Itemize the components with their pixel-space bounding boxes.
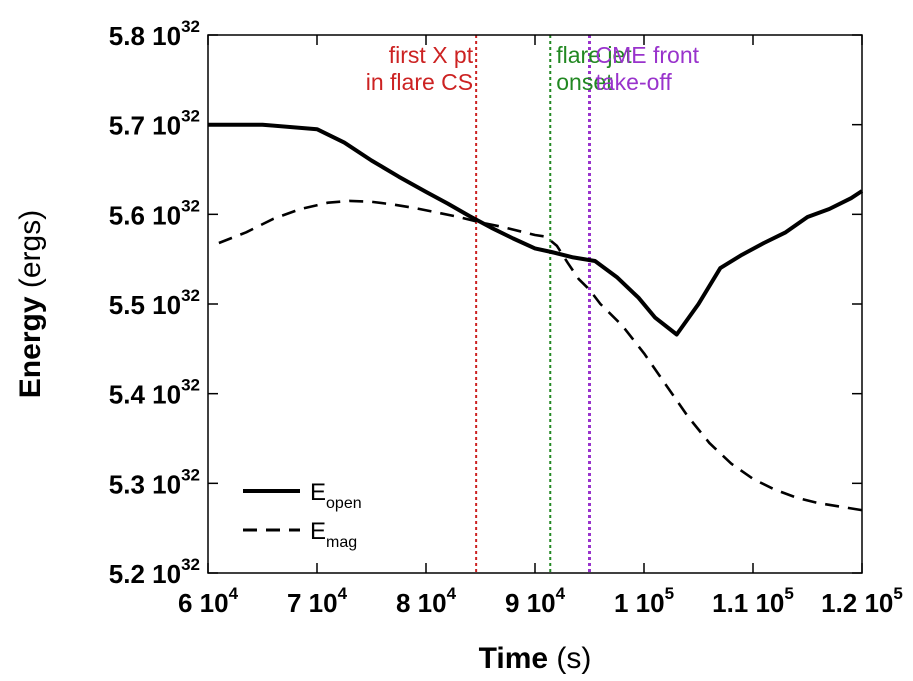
x-tick-label-exp-1: 4 <box>338 584 348 603</box>
y-tick-label-exp-6: 32 <box>181 17 200 36</box>
plot-frame <box>207 34 863 574</box>
legend-label-emag-sub: mag <box>326 534 357 551</box>
marker-annotation-3-line-1: CME front <box>596 42 700 68</box>
x-tick-label-base-4: 1 10 <box>614 588 665 618</box>
legend-label-eopen: Eopen <box>310 479 362 512</box>
y-tick-label-5: 5.7 1032 <box>109 107 200 141</box>
x-tick-label-exp-6: 5 <box>893 584 902 603</box>
y-tick-label-exp-1: 32 <box>181 465 200 484</box>
marker-annotation-2-line-1: flare jet <box>556 42 632 68</box>
series-line-mag <box>218 199 863 512</box>
y-tick-label-exp-2: 32 <box>181 376 200 395</box>
legend-label-eopen-main: E <box>310 479 326 506</box>
y-tick-label-exp-3: 32 <box>181 286 200 305</box>
x-tick-label-exp-2: 4 <box>447 584 457 603</box>
x-tick-label-exp-4: 5 <box>665 584 674 603</box>
marker-annotation-3-line-2: take-off <box>596 69 673 95</box>
x-tick-label-1: 7 104 <box>287 584 348 618</box>
y-tick-label-base-6: 5.8 10 <box>109 21 181 51</box>
legend-label-emag: Emag <box>310 518 357 551</box>
x-tick-label-base-6: 1.2 10 <box>821 588 893 618</box>
marker-annotation-1-line-1: first X pt <box>389 42 474 68</box>
y-axis-title-unit: (ergs) <box>14 210 47 288</box>
x-tick-label-2: 8 104 <box>396 584 457 618</box>
y-tick-label-0: 5.2 1032 <box>109 555 200 589</box>
x-axis-title-name: Time <box>479 642 548 675</box>
y-tick-label-base-0: 5.2 10 <box>109 559 181 589</box>
marker-annotation-1-line-2: in flare CS <box>366 69 473 95</box>
x-tick-label-exp-3: 4 <box>556 584 566 603</box>
x-tick-label-exp-0: 4 <box>229 584 239 603</box>
y-tick-label-base-4: 5.6 10 <box>109 200 181 230</box>
tick-labels: 6 104 7 104 8 104 9 104 1 105 1.1 105 1.2 1055… <box>109 17 903 618</box>
x-tick-label-0: 6 104 <box>178 584 239 618</box>
event-markers <box>475 35 591 573</box>
y-tick-label-exp-5: 32 <box>181 107 200 126</box>
y-tick-label-1: 5.3 1032 <box>109 465 200 499</box>
y-tick-label-4: 5.6 1032 <box>109 196 200 230</box>
x-tick-label-base-1: 7 10 <box>287 588 338 618</box>
y-tick-label-2: 5.4 1032 <box>109 376 200 410</box>
series-line-open <box>208 122 864 337</box>
y-tick-label-exp-4: 32 <box>181 196 200 215</box>
x-axis-title-unit: (s) <box>556 642 591 675</box>
y-tick-label-3: 5.5 1032 <box>109 286 200 320</box>
x-tick-label-base-2: 8 10 <box>396 588 447 618</box>
y-tick-label-base-1: 5.3 10 <box>109 469 181 499</box>
y-axis-title-name: Energy <box>14 296 47 398</box>
x-tick-label-6: 1.2 105 <box>821 584 903 618</box>
axis-ticks <box>207 34 863 574</box>
x-axis-title: Time (s) <box>479 642 592 675</box>
x-tick-label-base-0: 6 10 <box>178 588 229 618</box>
x-tick-label-4: 1 105 <box>614 584 674 618</box>
legend-label-eopen-sub: open <box>326 495 362 512</box>
x-tick-label-base-5: 1.1 10 <box>712 588 784 618</box>
y-tick-label-exp-0: 32 <box>181 555 200 574</box>
legend-label-emag-main: E <box>310 518 326 545</box>
x-tick-label-5: 1.1 105 <box>712 584 794 618</box>
marker-annotation-2-line-2: onset <box>556 69 613 95</box>
legend: Eopen Emag <box>243 479 362 551</box>
x-tick-label-exp-5: 5 <box>784 584 793 603</box>
y-tick-label-base-5: 5.7 10 <box>109 111 181 141</box>
y-tick-label-base-2: 5.4 10 <box>109 380 181 410</box>
y-tick-label-base-3: 5.5 10 <box>109 290 181 320</box>
y-axis-title: Energy (ergs) <box>14 210 47 398</box>
x-tick-label-base-3: 9 10 <box>505 588 556 618</box>
y-tick-label-6: 5.8 1032 <box>109 17 200 51</box>
x-tick-label-3: 9 104 <box>505 584 566 618</box>
series-lines <box>208 122 864 512</box>
